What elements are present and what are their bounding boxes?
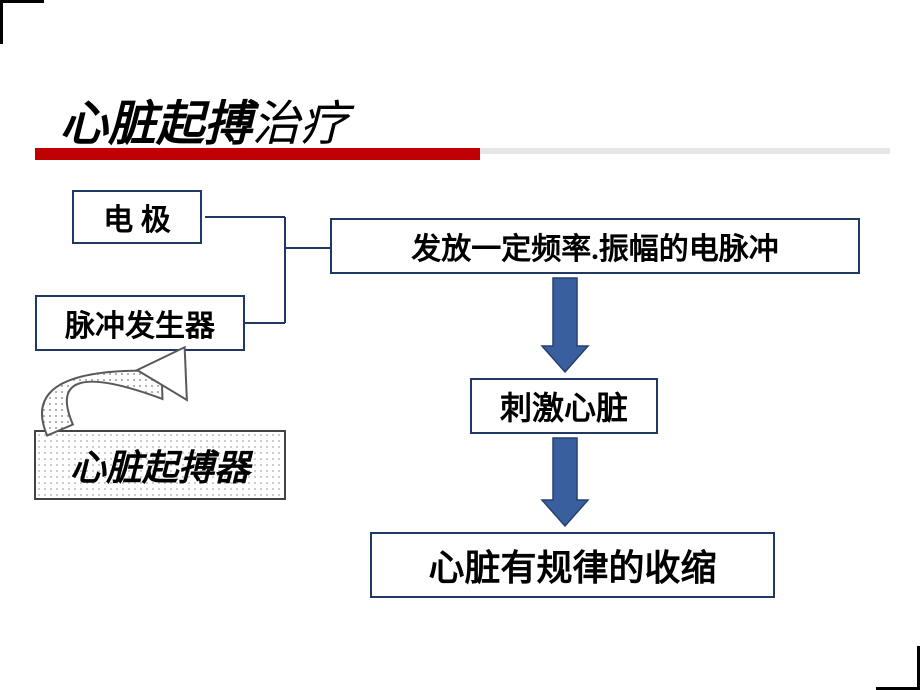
arrow-curved-up — [0, 0, 920, 690]
